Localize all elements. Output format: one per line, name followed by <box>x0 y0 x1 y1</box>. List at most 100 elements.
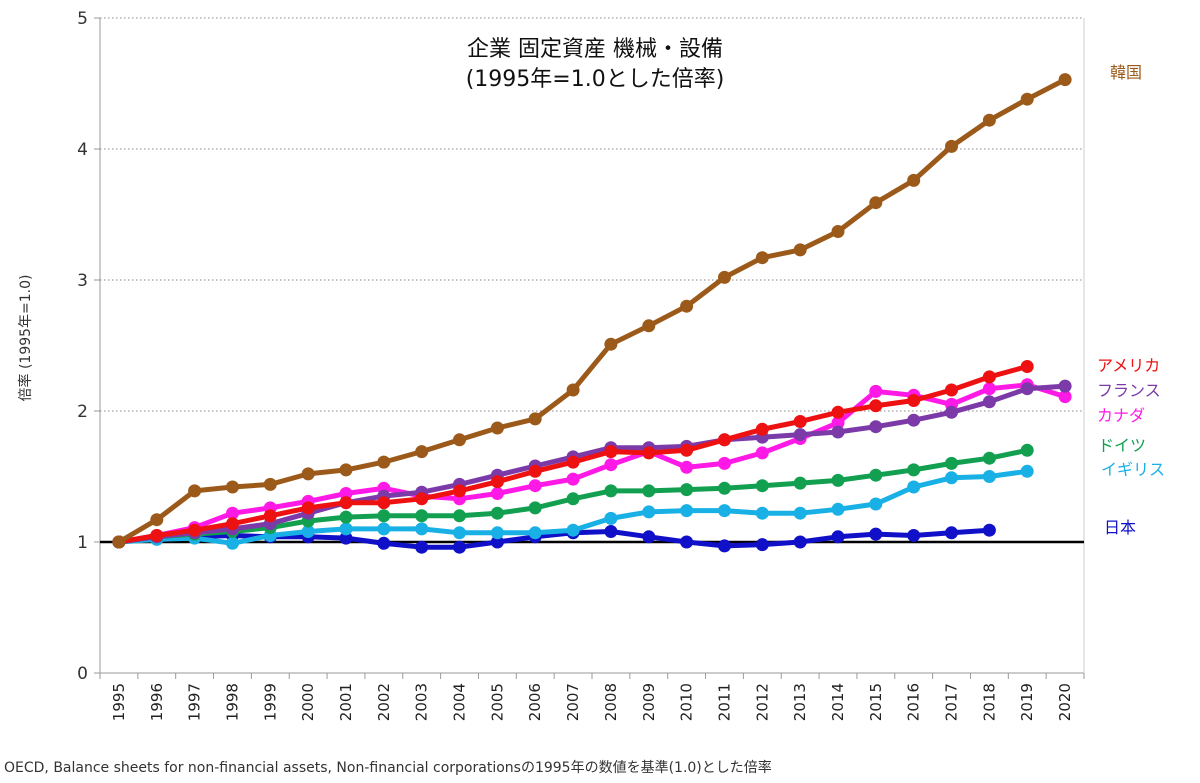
data-point <box>907 173 921 187</box>
y-tick-label: 1 <box>77 533 88 553</box>
legend-label: ドイツ <box>1098 436 1146 455</box>
x-tick-label: 2000 <box>299 683 317 721</box>
x-tick-label: 2005 <box>488 683 506 721</box>
data-point <box>415 522 429 536</box>
data-point <box>680 299 694 313</box>
data-point <box>415 540 429 554</box>
data-point <box>869 527 883 541</box>
data-point <box>528 464 542 478</box>
data-point <box>982 395 996 409</box>
legend-label: 日本 <box>1104 518 1136 537</box>
data-point <box>301 501 315 515</box>
y-tick-label: 3 <box>77 271 88 291</box>
x-tick-label: 1995 <box>110 683 128 721</box>
data-point <box>566 472 580 486</box>
data-point <box>982 523 996 537</box>
x-tick-label: 2013 <box>791 683 809 721</box>
x-tick-label: 2019 <box>1018 683 1036 721</box>
data-point <box>566 455 580 469</box>
data-point <box>907 529 921 542</box>
axes <box>99 18 1085 674</box>
x-tick-label: 1999 <box>261 683 279 721</box>
x-tick-label: 2014 <box>829 683 847 721</box>
data-point <box>869 468 883 482</box>
data-point <box>831 416 845 430</box>
data-point <box>301 525 315 538</box>
data-point <box>604 484 618 498</box>
legend: 日本 イギリス ドイツ カナダ フランス アメリカ 韓国 <box>1097 63 1165 537</box>
x-tick-label: 2006 <box>526 683 544 721</box>
data-point <box>1058 379 1072 393</box>
data-point <box>377 509 391 523</box>
data-point <box>869 420 883 434</box>
data-point <box>831 425 845 439</box>
data-point <box>680 535 694 549</box>
data-point <box>566 523 580 537</box>
data-point <box>945 383 958 397</box>
data-point <box>453 484 466 498</box>
data-point <box>1058 73 1072 87</box>
data-point <box>415 509 429 523</box>
data-point <box>793 476 807 490</box>
data-point <box>377 455 391 469</box>
series-5 <box>112 360 1034 549</box>
x-tick-label: 2003 <box>413 683 431 721</box>
data-point <box>718 456 731 470</box>
data-point <box>982 451 996 465</box>
y-tick-label: 5 <box>77 9 88 29</box>
x-tick-label: 2004 <box>451 683 469 721</box>
data-point <box>453 509 466 523</box>
data-point <box>528 479 542 493</box>
x-tick-label: 2002 <box>375 683 393 721</box>
data-point <box>755 479 769 493</box>
data-point <box>188 484 202 498</box>
data-point <box>490 526 504 540</box>
legend-label: アメリカ <box>1097 356 1160 375</box>
data-point <box>982 382 996 396</box>
data-point <box>377 536 391 550</box>
data-point <box>226 506 239 520</box>
data-point <box>377 522 391 536</box>
data-point <box>490 475 504 489</box>
data-point <box>415 445 429 459</box>
data-point <box>188 523 202 537</box>
x-tick-label: 2017 <box>943 683 961 721</box>
data-point <box>339 510 353 524</box>
x-tick-label: 2020 <box>1056 683 1074 721</box>
data-point <box>604 511 618 525</box>
data-point <box>642 319 656 333</box>
data-point <box>377 496 391 510</box>
y-axis-label: 倍率 (1995年=1.0) <box>17 275 34 402</box>
data-point <box>793 535 807 549</box>
y-tick-label: 4 <box>77 140 88 160</box>
data-point <box>718 539 731 553</box>
source-note: OECD, Balance sheets for non-financial a… <box>4 759 772 776</box>
data-point <box>604 337 618 351</box>
data-point <box>755 506 769 520</box>
legend-label: カナダ <box>1097 406 1145 425</box>
data-point <box>263 509 277 523</box>
y-tick-label: 0 <box>77 664 88 684</box>
data-point <box>982 113 996 127</box>
data-point <box>907 413 921 427</box>
data-point <box>680 483 694 497</box>
data-point <box>755 422 769 436</box>
legend-label: 韓国 <box>1110 63 1142 82</box>
data-point <box>718 270 731 284</box>
data-point <box>793 506 807 520</box>
data-point <box>755 538 769 552</box>
data-point <box>869 384 883 398</box>
grid-lines <box>100 17 1084 543</box>
data-point <box>945 456 958 470</box>
data-point <box>945 526 958 540</box>
data-point <box>982 370 996 384</box>
x-tick-label: 1998 <box>223 683 241 721</box>
data-point <box>339 496 353 510</box>
x-tick-label: 2009 <box>640 683 658 721</box>
data-point <box>1020 464 1034 478</box>
data-point <box>339 487 353 500</box>
data-point <box>907 480 921 494</box>
data-point <box>226 517 239 531</box>
data-point <box>718 433 731 447</box>
data-point <box>150 513 164 527</box>
